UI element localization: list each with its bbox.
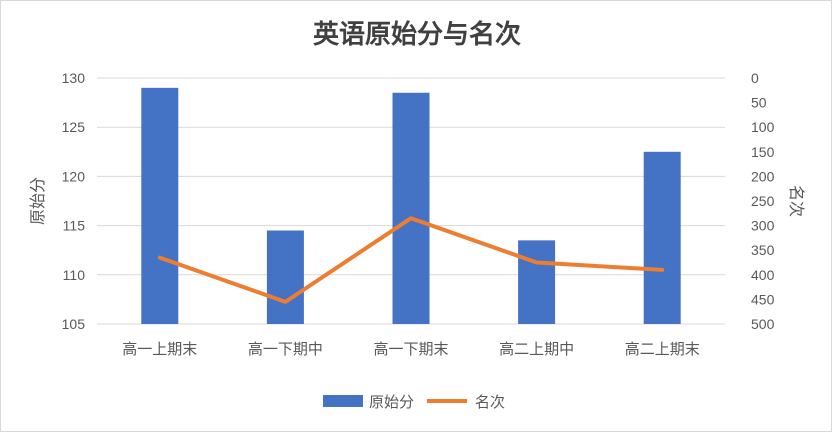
bar: [267, 231, 304, 324]
left-tick-label: 115: [63, 218, 86, 234]
left-tick-label: 105: [62, 316, 86, 332]
legend-label-line: 名次: [475, 393, 505, 411]
bar: [644, 152, 681, 324]
right-tick-label: 200: [751, 168, 775, 184]
right-axis-title: 名次: [787, 185, 806, 217]
left-tick-label: 125: [62, 119, 86, 135]
category-labels: 高一上期末 高一下期中 高一下期末 高二上期中 高二上期末: [122, 340, 699, 358]
category-label: 高二上期中: [499, 340, 574, 358]
right-tick-label: 450: [751, 291, 775, 307]
right-tick-label: 300: [751, 218, 775, 234]
right-tick-label: 0: [751, 70, 759, 86]
bar: [393, 93, 430, 324]
left-tick-label: 120: [62, 168, 86, 184]
legend: 原始分 名次: [323, 393, 505, 411]
category-label: 高一上期末: [122, 340, 197, 358]
right-tick-label: 50: [751, 95, 767, 111]
category-label: 高二上期末: [625, 340, 700, 358]
right-tick-label: 350: [751, 242, 775, 258]
chart-title: 英语原始分与名次: [313, 19, 521, 50]
category-label: 高一下期中: [248, 340, 323, 358]
legend-label-bar: 原始分: [369, 393, 414, 411]
bar-series: [141, 88, 680, 324]
right-tick-label: 400: [751, 267, 775, 283]
right-tick-label: 150: [751, 144, 775, 160]
left-tick-label: 110: [63, 267, 86, 283]
right-tick-label: 100: [751, 119, 775, 135]
left-tick-label: 130: [62, 70, 86, 86]
right-tick-label: 500: [751, 316, 775, 332]
left-axis-ticks: 105 110 115 120 125 130: [62, 70, 86, 332]
bar: [518, 240, 555, 324]
left-axis-title: 原始分: [28, 177, 47, 225]
right-axis-ticks: 0 50 100 150 200 250 300 350 400 450 500: [751, 70, 775, 332]
category-label: 高一下期末: [373, 340, 448, 358]
bar: [141, 88, 178, 324]
right-tick-label: 250: [751, 193, 775, 209]
legend-swatch-bar: [323, 395, 363, 407]
